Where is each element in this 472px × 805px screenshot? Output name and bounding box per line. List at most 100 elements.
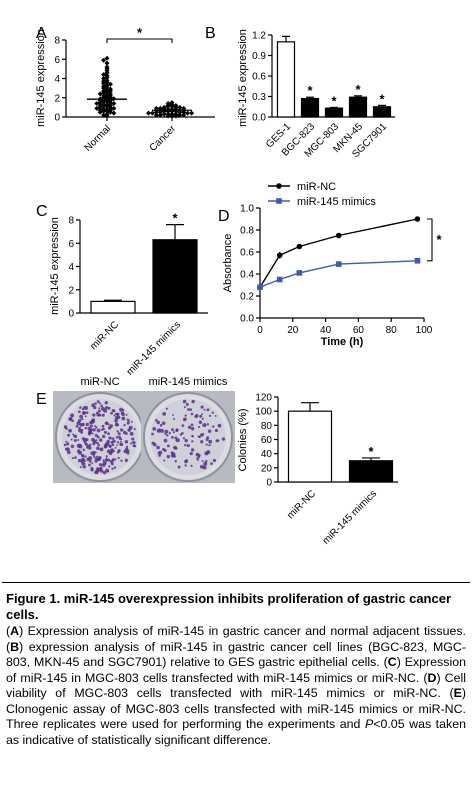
panel-e-y-tick-label: 80 bbox=[261, 421, 273, 432]
panel-d-point bbox=[414, 216, 421, 222]
panel-e-plate-nc-colony bbox=[63, 443, 67, 447]
panel-e-plate-nc-colony bbox=[77, 439, 80, 441]
panel-a-point-cancer bbox=[173, 113, 179, 119]
panel-b-y-tick-label: 0.0 bbox=[252, 113, 266, 124]
caption-segment: E bbox=[453, 686, 462, 700]
panel-a-y-label: miR-145 expression bbox=[35, 29, 47, 127]
panel-e-plate-mimics-colony bbox=[185, 459, 188, 462]
panel-b-y-tick-label: 0.9 bbox=[252, 51, 266, 62]
panel-e-plate-mimics-colony bbox=[190, 464, 193, 467]
panel-e-plate-mimics-colony bbox=[184, 443, 187, 447]
panel-e-plate-nc-colony bbox=[83, 441, 87, 444]
panel-e-plate-mimics-colony bbox=[217, 423, 222, 428]
panel-label-B: B bbox=[205, 25, 216, 42]
panel-e-plate-mimics-colony bbox=[208, 414, 212, 418]
panel-e-plate-nc-colony bbox=[81, 454, 85, 457]
panel-d-y-tick-label: 0.8 bbox=[240, 226, 254, 237]
caption-segment: A bbox=[10, 624, 20, 638]
panel-e-plate-nc-colony bbox=[72, 433, 75, 436]
panel-e-plate-mimics-colony bbox=[212, 458, 217, 463]
panel-a-point-normal bbox=[97, 109, 103, 115]
panel-e-plate-nc-colony bbox=[120, 459, 123, 462]
panel-e-plate-nc-colony bbox=[110, 450, 114, 454]
panel-a-sig-star: * bbox=[137, 25, 143, 40]
caption-title: Figure 1. miR-145 overexpression inhibit… bbox=[6, 591, 452, 622]
panel-a-point-normal bbox=[101, 85, 107, 91]
panel-e-plate-nc-colony bbox=[119, 407, 124, 412]
panel-a-point-cancer bbox=[169, 113, 175, 119]
panel-e-plate-mimics-colony bbox=[195, 452, 200, 457]
panel-a-y-tick-label: 2 bbox=[54, 93, 60, 104]
panel-e-y-tick-label: 60 bbox=[261, 435, 273, 446]
panel-e-plate-nc-colony bbox=[107, 458, 111, 462]
panel-e-plate-nc-colony bbox=[96, 446, 100, 451]
panel-e-plate-nc-colony bbox=[93, 406, 97, 410]
panel-e-plate-mimics-colony bbox=[174, 459, 177, 463]
panel-e-plate-mimics-colony bbox=[185, 402, 189, 406]
panel-e-plate-nc-colony bbox=[88, 432, 92, 435]
panel-e-plate-nc-colony bbox=[105, 406, 109, 410]
panel-e-plate-nc-colony bbox=[70, 438, 73, 441]
panel-d-legend-label: miR-145 mimics bbox=[297, 196, 376, 208]
panel-e-plate-nc-colony bbox=[110, 437, 113, 440]
panel-a-point-cancer bbox=[185, 110, 191, 116]
panel-e-plate-nc-colony bbox=[84, 415, 87, 418]
panel-e-plate-nc-colony bbox=[94, 425, 97, 428]
panel-e-plate-mimics-colony bbox=[199, 433, 204, 437]
panel-e-plate-nc-colony bbox=[105, 457, 108, 460]
panel-a-point-cancer bbox=[146, 110, 152, 116]
panel-e-plate-nc-colony bbox=[104, 442, 109, 447]
panel-e-plate-mimics-colony bbox=[177, 465, 181, 469]
panel-e-plate-nc-colony bbox=[117, 432, 121, 436]
panel-e-plate-nc-colony bbox=[110, 441, 114, 444]
panel-e-plate-nc-colony bbox=[108, 444, 112, 448]
panel-e-plate-mimics-colony bbox=[196, 457, 199, 460]
panel-e-plate-mimics-colony bbox=[206, 408, 210, 412]
panel-e-plate-mimics-colony bbox=[205, 459, 208, 463]
caption-segment: ) Clonogenic assay of MGC-803 cells tran… bbox=[6, 686, 466, 731]
panel-b-bar bbox=[300, 97, 320, 118]
panel-d-legend-label: miR-NC bbox=[297, 181, 336, 193]
panel-e-plate-nc-colony bbox=[106, 449, 111, 454]
panel-e-plate-nc-colony bbox=[78, 410, 81, 414]
panel-e-plate-nc-colony bbox=[96, 457, 101, 461]
caption-segment: B bbox=[10, 639, 20, 654]
panel-e-plate-nc-colony bbox=[79, 414, 83, 419]
panel-e-bar bbox=[287, 410, 333, 483]
panel-a-point-cancer bbox=[157, 112, 163, 118]
panel-e-plate-nc-colony bbox=[101, 424, 105, 428]
panel-e-plate-nc-colony bbox=[107, 426, 112, 430]
panel-e-plate-mimics-colony bbox=[172, 414, 175, 416]
panel-a-y-tick-label: 6 bbox=[54, 55, 60, 66]
panel-e-plate-nc-colony bbox=[91, 462, 94, 465]
caption-segment: ( bbox=[6, 624, 11, 638]
panel-e-plate-mimics-colony bbox=[201, 460, 204, 463]
panel-e-plate-nc-colony bbox=[114, 419, 118, 423]
panel-label-C: C bbox=[36, 203, 48, 220]
panel-e-plate-nc-colony bbox=[101, 413, 105, 417]
panel-e-plate-nc-colony bbox=[125, 432, 128, 435]
panel-a-point-cancer bbox=[153, 112, 159, 118]
panel-a-point-normal bbox=[94, 105, 100, 111]
panel-e-plate-nc-colony bbox=[82, 411, 86, 415]
panel-c-y-tick-label: 4 bbox=[68, 262, 74, 273]
panel-e-plate-nc-colony bbox=[78, 418, 82, 423]
panel-e-plate-nc-colony bbox=[89, 424, 93, 428]
figure-caption: Figure 1. miR-145 overexpression inhibit… bbox=[0, 582, 472, 805]
panel-e-plate-nc-colony bbox=[96, 435, 100, 439]
panel-a-point-cancer bbox=[165, 113, 171, 119]
panel-e-plate-nc-colony bbox=[98, 402, 101, 405]
panel-e-plate-nc-colony bbox=[74, 456, 77, 459]
panel-e-plate-nc-colony bbox=[116, 430, 119, 433]
panel-e-plate-nc-colony bbox=[120, 411, 125, 416]
panel-e-plate-mimics-colony bbox=[187, 425, 192, 429]
panel-d-x-tick-label: 20 bbox=[287, 325, 299, 336]
panel-e-plate-nc-colony bbox=[103, 430, 108, 434]
panel-e-plate-nc-colony bbox=[96, 400, 100, 403]
panel-a-point-normal bbox=[104, 55, 110, 61]
panel-e-plate-nc-colony bbox=[116, 441, 120, 444]
panel-a-point-cancer bbox=[177, 104, 183, 110]
panel-e-plate-nc-colony bbox=[83, 462, 86, 465]
panel-e-plate-nc-colony bbox=[73, 439, 77, 443]
panel-e-plate-nc-colony bbox=[70, 413, 75, 418]
